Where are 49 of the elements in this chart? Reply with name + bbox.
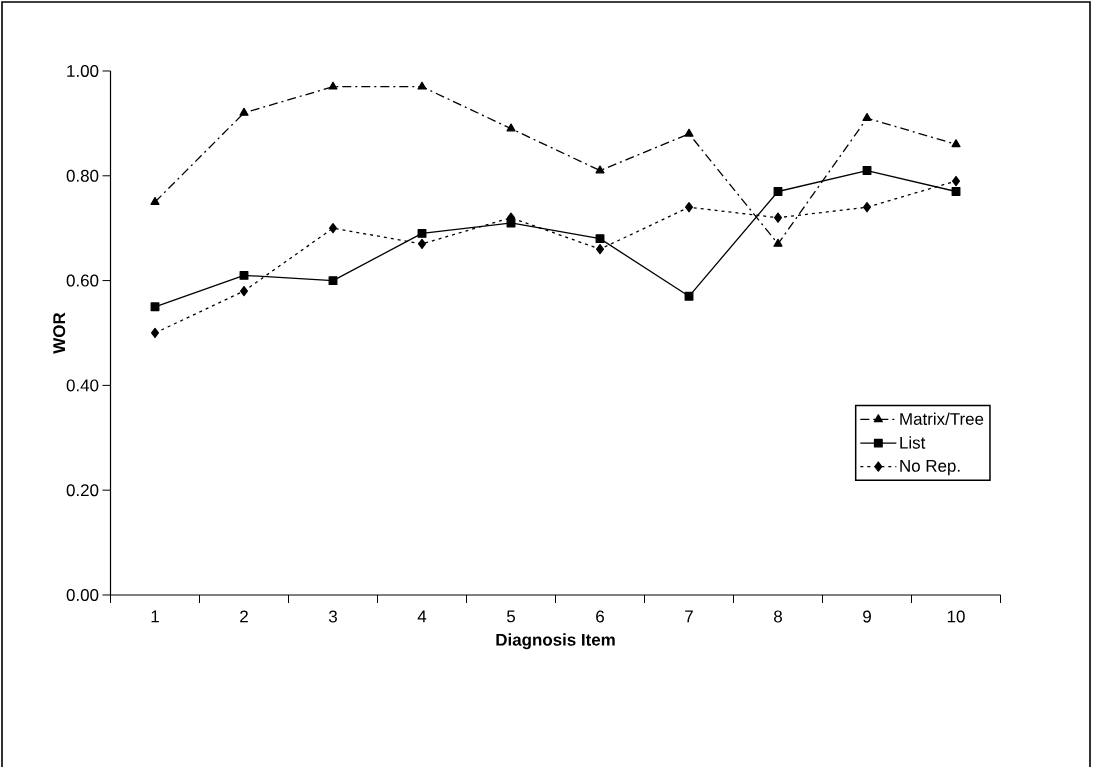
point xyxy=(328,223,338,234)
point xyxy=(951,139,961,148)
x-tick-label: 1 xyxy=(151,610,159,623)
x-tick-label: 7 xyxy=(685,610,693,623)
x-tick-label: 5 xyxy=(506,610,516,623)
point xyxy=(773,212,783,223)
y-axis-title: WOR xyxy=(53,312,66,354)
y-tick-label: 1.00 xyxy=(67,64,99,77)
point xyxy=(684,128,694,137)
point xyxy=(595,243,605,255)
x-tick-label: 8 xyxy=(774,610,782,623)
point xyxy=(506,123,516,132)
point xyxy=(684,202,694,213)
point xyxy=(417,228,427,238)
x-tick-label: 10 xyxy=(947,610,965,623)
x-axis-title: Diagnosis Item xyxy=(496,633,615,650)
x-tick-label: 2 xyxy=(240,610,248,623)
point xyxy=(595,234,605,244)
point xyxy=(150,327,160,339)
point xyxy=(862,202,872,213)
x-tick-label: 3 xyxy=(328,610,337,623)
point xyxy=(595,165,605,174)
y-tick-label: 0.60 xyxy=(66,274,99,287)
point xyxy=(328,81,338,90)
legend-label: No Rep. xyxy=(900,460,960,476)
point xyxy=(417,81,427,90)
y-tick-label: 0.40 xyxy=(66,379,99,392)
point xyxy=(951,187,961,196)
point xyxy=(773,187,783,196)
point xyxy=(150,196,160,205)
point xyxy=(239,107,249,116)
point xyxy=(239,285,249,297)
point xyxy=(862,166,872,175)
y-tick-label: 0.80 xyxy=(66,169,99,182)
y-tick-label: 0.20 xyxy=(66,484,99,497)
x-tick-label: 4 xyxy=(417,610,427,623)
legend-label: List xyxy=(900,436,926,449)
point xyxy=(684,291,694,301)
point xyxy=(239,270,249,280)
point xyxy=(328,276,338,286)
point xyxy=(417,238,427,250)
x-tick-label: 9 xyxy=(863,610,871,623)
point xyxy=(862,112,872,122)
y-tick-label: 0.00 xyxy=(66,588,99,601)
legend-label: Matrix/Tree xyxy=(900,412,984,425)
point xyxy=(951,175,961,187)
point xyxy=(773,238,783,247)
point xyxy=(150,302,160,312)
x-tick-label: 6 xyxy=(596,610,604,623)
